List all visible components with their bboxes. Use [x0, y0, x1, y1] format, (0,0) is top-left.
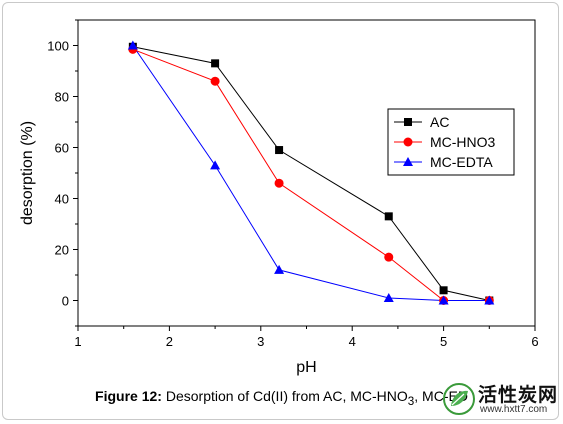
watermark-title: 活性炭网 [478, 384, 559, 406]
data-point-ac [439, 286, 448, 295]
x-tick-label: 1 [74, 334, 81, 349]
legend-label-mc-hno3: MC-HNO3 [430, 134, 496, 150]
data-point-mc-edta [274, 264, 285, 274]
x-tick-label: 5 [440, 334, 447, 349]
x-tick-label: 4 [349, 334, 356, 349]
y-tick-label: 80 [55, 90, 69, 105]
series-line-ac [132, 46, 490, 301]
series-line-mc-edta [132, 45, 490, 301]
data-point-mc-edta [127, 40, 138, 50]
caption-subscript: 3 [407, 394, 415, 408]
y-tick-label: 60 [55, 141, 69, 156]
y-axis-label: desorption (%) [19, 121, 36, 225]
data-point-mc-edta [383, 292, 394, 302]
data-point-ac [384, 212, 393, 221]
caption-text: Desorption of Cd(II) from AC, MC-HNO [161, 388, 408, 404]
y-tick-label: 20 [55, 243, 69, 258]
watermark-url: www.hxtt7.com [480, 404, 548, 415]
legend-marker-mc-edta [403, 157, 413, 166]
x-tick-label: 3 [257, 334, 264, 349]
data-point-mc-edta [438, 295, 449, 305]
legend-marker-ac [404, 118, 412, 126]
y-tick-label: 0 [62, 294, 69, 309]
data-point-mc-hno3 [210, 76, 220, 86]
data-point-ac [275, 146, 284, 155]
watermark: 活性炭网 www.hxtt7.com [440, 380, 560, 420]
data-point-mc-hno3 [384, 252, 394, 262]
data-point-mc-edta [210, 160, 221, 170]
data-point-mc-edta [484, 295, 495, 305]
data-point-ac [211, 59, 220, 68]
data-point-mc-hno3 [274, 178, 284, 188]
y-tick-label: 40 [55, 192, 69, 207]
caption-label: Figure 12: [95, 388, 162, 404]
figure-caption: Figure 12: Desorption of Cd(II) from AC,… [0, 388, 563, 408]
x-axis-label: pH [296, 359, 316, 376]
legend-marker-mc-hno3 [403, 137, 413, 147]
y-tick-label: 100 [47, 39, 69, 54]
x-tick-label: 6 [531, 334, 538, 349]
legend-label-ac: AC [430, 114, 449, 130]
legend-label-mc-edta: MC-EDTA [430, 154, 493, 170]
x-tick-label: 2 [166, 334, 173, 349]
figure-frame [2, 2, 559, 420]
leaf-logo-icon [443, 383, 475, 415]
